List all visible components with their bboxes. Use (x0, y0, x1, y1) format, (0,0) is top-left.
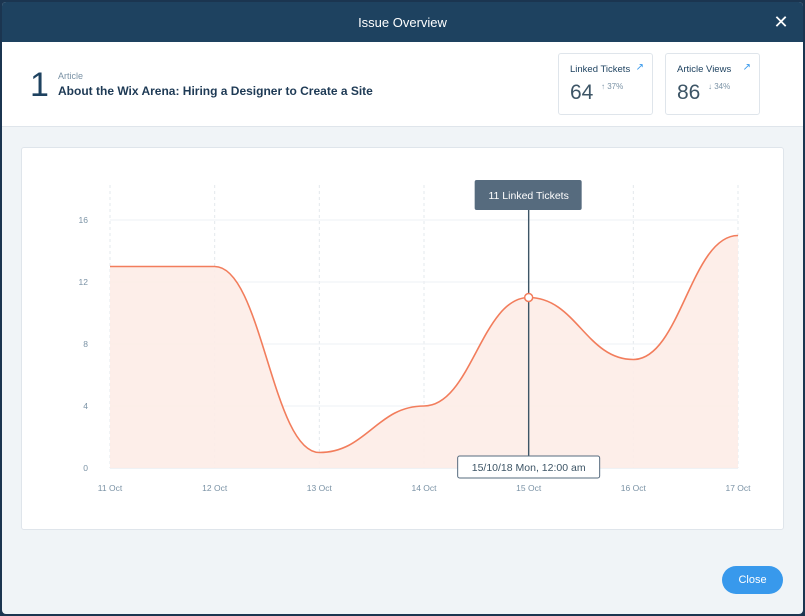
linked-tickets-chart: 0 4 8 12 16 11 Oct 12 Oct 13 Oct 14 Oct 15 Oct 16 … (79, 180, 751, 493)
stat-label: Linked Tickets (570, 64, 631, 75)
issue-type-label: Article (58, 71, 84, 81)
issue-summary: 1 Article About the Wix Arena: Hiring a … (2, 42, 803, 127)
stat-value: 86 (677, 81, 701, 104)
article-views-card[interactable]: Article Views ↗ 86 ↓ 34% (665, 53, 760, 115)
modal-header: Issue Overview ✕ (2, 2, 803, 42)
tooltip-box (474, 180, 582, 210)
x-tick-label: 16 Oct (621, 483, 647, 493)
external-link-icon[interactable]: ↗ (742, 62, 751, 73)
x-tick-label: 15 Oct (516, 483, 542, 493)
date-label-text: 15/10/18 Mon, 12:00 am (472, 462, 586, 474)
y-tick-label: 8 (83, 339, 88, 349)
y-tick-label: 12 (79, 277, 89, 287)
area-fill (110, 235, 738, 468)
stat-value: 64 (570, 81, 594, 104)
x-tick-label: 13 Oct (307, 483, 333, 493)
highlight-point (523, 292, 534, 303)
x-tick-label: 17 Oct (725, 483, 751, 493)
modal-title: Issue Overview (358, 14, 447, 30)
stat-change: ↑ 37% (601, 82, 624, 91)
series-line (110, 234, 739, 454)
y-tick-label: 16 (79, 215, 89, 225)
external-link-icon[interactable]: ↗ (635, 62, 644, 73)
chart-panel: 0 4 8 12 16 11 Oct 12 Oct 13 Oct 14 Oct 15 Oct 16 … (21, 147, 784, 530)
x-tick-label: 12 Oct (202, 483, 228, 493)
y-tick-label: 0 (83, 463, 88, 473)
close-icon[interactable]: ✕ (773, 12, 789, 32)
issue-number: 1 (30, 66, 49, 104)
x-tick-label: 14 Oct (411, 483, 437, 493)
y-tick-label: 4 (83, 401, 88, 411)
date-label-box (457, 455, 601, 479)
article-title: About the Wix Arena: Hiring a Designer t… (58, 84, 373, 98)
close-button[interactable]: Close (722, 566, 783, 594)
tooltip-text: 11 Linked Tickets (488, 190, 568, 202)
stat-label: Article Views (677, 64, 732, 75)
linked-tickets-card[interactable]: Linked Tickets ↗ 64 ↑ 37% (558, 53, 653, 115)
stat-change: ↓ 34% (708, 82, 731, 91)
x-tick-label: 11 Oct (98, 483, 123, 493)
